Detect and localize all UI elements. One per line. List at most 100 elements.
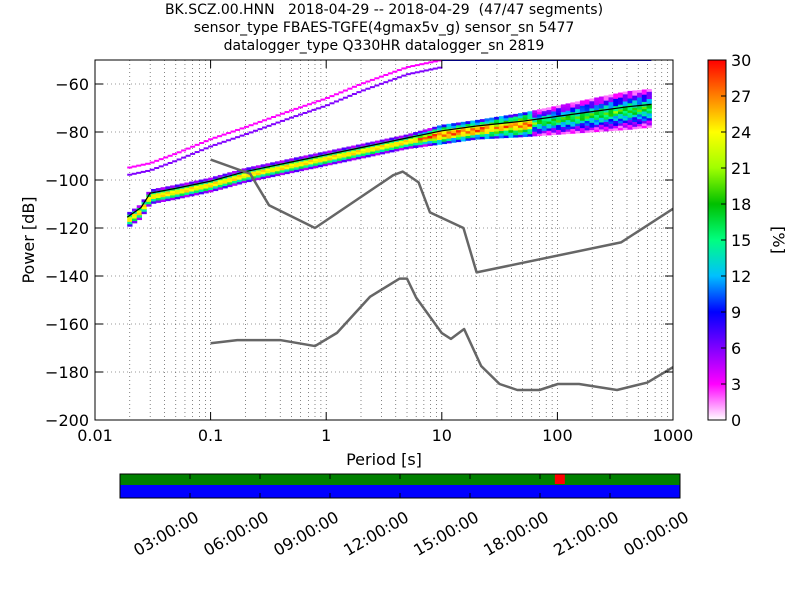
density-cell xyxy=(541,120,548,124)
density-cell xyxy=(422,141,428,145)
density-cell xyxy=(517,122,524,126)
density-cell xyxy=(641,94,648,98)
density-cell xyxy=(537,111,543,115)
density-cell xyxy=(484,128,490,132)
outlier-cell xyxy=(235,136,241,139)
outlier-cell xyxy=(127,173,133,176)
density-cell xyxy=(584,115,590,119)
density-cell xyxy=(646,108,652,112)
density-cell xyxy=(560,126,567,130)
density-cell xyxy=(517,129,524,133)
outlier-cell xyxy=(311,108,317,111)
colorbar-tick-label: 15 xyxy=(731,231,751,250)
density-cell xyxy=(413,139,419,143)
density-cell xyxy=(618,104,624,108)
density-cell xyxy=(446,138,452,142)
density-cell xyxy=(222,180,228,184)
density-cell xyxy=(274,170,281,174)
density-cell xyxy=(589,129,595,133)
outlier-cell xyxy=(410,65,416,68)
density-cell xyxy=(484,136,490,140)
density-cell xyxy=(131,220,138,224)
y-tick-label: −160 xyxy=(45,315,89,334)
density-cell xyxy=(570,102,576,106)
density-cell xyxy=(479,136,486,140)
density-cell xyxy=(365,149,371,153)
density-cell xyxy=(303,155,309,159)
outlier-cell xyxy=(306,110,312,113)
density-cell xyxy=(532,121,538,125)
density-cell xyxy=(279,167,285,171)
density-cell xyxy=(212,183,219,187)
density-cell xyxy=(460,131,467,135)
density-cell xyxy=(637,111,643,115)
outlier-cell xyxy=(167,161,173,164)
density-cell xyxy=(232,178,238,182)
density-cell xyxy=(522,134,528,138)
density-cell xyxy=(193,180,200,184)
density-cell xyxy=(584,120,590,124)
density-cell xyxy=(613,120,619,124)
density-cell xyxy=(484,131,490,134)
density-cell xyxy=(508,117,514,121)
density-cell xyxy=(417,140,424,143)
outlier-cell xyxy=(356,91,362,94)
density-cell xyxy=(494,116,500,120)
density-cell xyxy=(608,96,614,100)
density-cell xyxy=(646,105,652,109)
density-cell xyxy=(598,129,605,132)
density-cell xyxy=(613,103,619,107)
outlier-cell xyxy=(262,126,268,129)
density-cell xyxy=(484,133,490,137)
density-cell xyxy=(632,119,638,123)
density-cell xyxy=(413,137,419,141)
density-cell xyxy=(255,174,262,178)
outlier-cell xyxy=(127,166,133,169)
density-cell xyxy=(232,175,238,179)
density-cell xyxy=(570,121,576,125)
density-cell xyxy=(274,161,281,165)
density-cell xyxy=(170,185,176,189)
density-cell xyxy=(646,98,652,102)
density-cell xyxy=(308,159,314,163)
density-cell xyxy=(332,161,338,165)
outlier-cell xyxy=(199,141,205,144)
density-cell xyxy=(527,116,533,120)
outlier-cell xyxy=(181,156,187,159)
density-cell xyxy=(293,166,300,170)
density-cell xyxy=(408,145,414,149)
density-cell xyxy=(332,149,338,153)
density-cell xyxy=(565,103,571,107)
density-cell xyxy=(598,112,605,116)
density-cell xyxy=(641,99,648,102)
density-cell xyxy=(532,110,538,114)
density-cell xyxy=(627,122,633,125)
density-cell xyxy=(546,107,552,111)
outlier-cell xyxy=(392,70,398,73)
density-cell xyxy=(293,162,300,165)
density-cell xyxy=(265,170,271,174)
density-cell xyxy=(618,111,624,115)
density-cell xyxy=(646,101,652,104)
density-cell xyxy=(632,95,638,99)
density-cell xyxy=(136,217,143,221)
density-cell xyxy=(632,109,638,113)
outlier-cell xyxy=(244,125,250,128)
density-cell xyxy=(527,126,533,130)
density-cell xyxy=(494,133,500,137)
density-cell xyxy=(556,110,562,114)
density-cell xyxy=(537,116,543,120)
density-cell xyxy=(417,144,424,148)
density-cell xyxy=(637,109,643,112)
density-cell xyxy=(641,120,648,124)
density-cell xyxy=(608,106,614,110)
plot-frame xyxy=(94,59,674,421)
density-cell xyxy=(208,189,214,193)
density-cell xyxy=(351,150,357,154)
density-cell xyxy=(641,91,648,95)
density-cell xyxy=(589,122,595,126)
density-cell xyxy=(598,98,605,102)
density-cell xyxy=(598,110,605,114)
outlier-cell xyxy=(419,63,425,66)
density-cell xyxy=(446,140,452,144)
